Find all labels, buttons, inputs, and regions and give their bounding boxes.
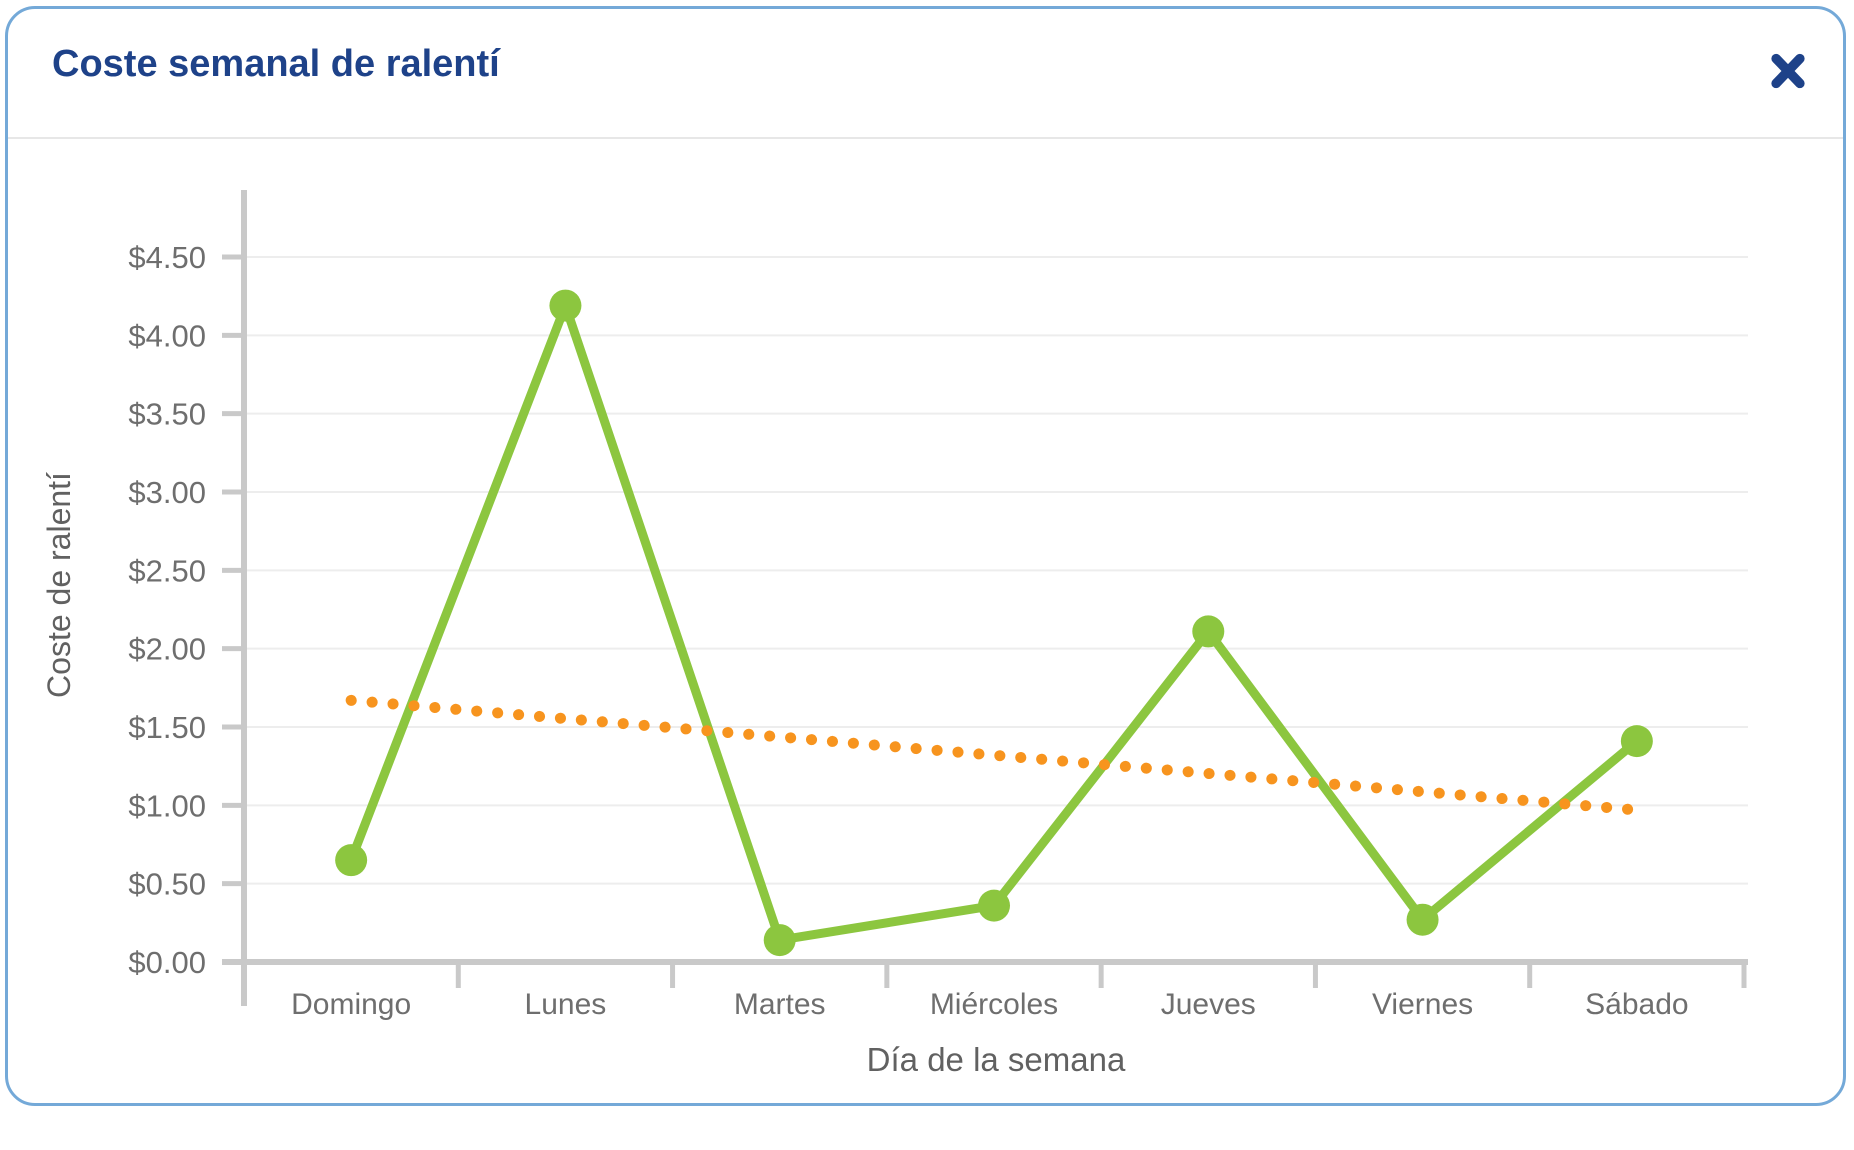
y-tick-label: $1.00 <box>128 788 206 823</box>
y-tick-label: $2.00 <box>128 632 206 667</box>
x-category-label: Viernes <box>1372 988 1473 1021</box>
x-category-label: Lunes <box>525 988 607 1021</box>
y-tick-label: $3.50 <box>128 397 206 432</box>
close-icon <box>1771 53 1805 89</box>
data-point-lunes <box>549 289 582 322</box>
modal-header: Coste semanal de ralentí <box>8 9 1843 137</box>
x-category-label: Domingo <box>291 988 411 1021</box>
x-category-label: Sábado <box>1585 988 1688 1021</box>
y-tick-label: $4.50 <box>128 240 206 275</box>
x-category-label: Martes <box>734 988 826 1021</box>
y-tick-label: $3.00 <box>128 475 206 510</box>
data-point-viernes <box>1406 903 1439 936</box>
weekly-idle-cost-modal: Coste semanal de ralentí <box>5 6 1846 1106</box>
y-tick-label: $1.50 <box>128 710 206 745</box>
trend-line <box>345 694 1643 816</box>
y-tick-label: $2.50 <box>128 553 206 588</box>
data-point-jueves <box>1192 615 1225 648</box>
y-axis-title: Coste de ralentí <box>41 472 77 698</box>
modal-title: Coste semanal de ralentí <box>52 43 500 85</box>
y-tick-label: $0.00 <box>128 945 206 980</box>
x-axis-title: Día de la semana <box>867 1041 1126 1078</box>
data-point-miércoles <box>978 889 1010 922</box>
close-button[interactable] <box>1760 45 1816 97</box>
cost-line <box>346 301 1640 945</box>
data-point-martes <box>763 924 796 957</box>
x-category-label: Miércoles <box>930 988 1058 1021</box>
data-point-sábado <box>1620 725 1653 758</box>
header-divider <box>8 137 1843 139</box>
data-point-domingo <box>335 844 368 877</box>
y-tick-label: $0.50 <box>128 867 206 902</box>
y-tick-label: $4.00 <box>128 318 206 353</box>
x-category-label: Jueves <box>1161 988 1256 1021</box>
